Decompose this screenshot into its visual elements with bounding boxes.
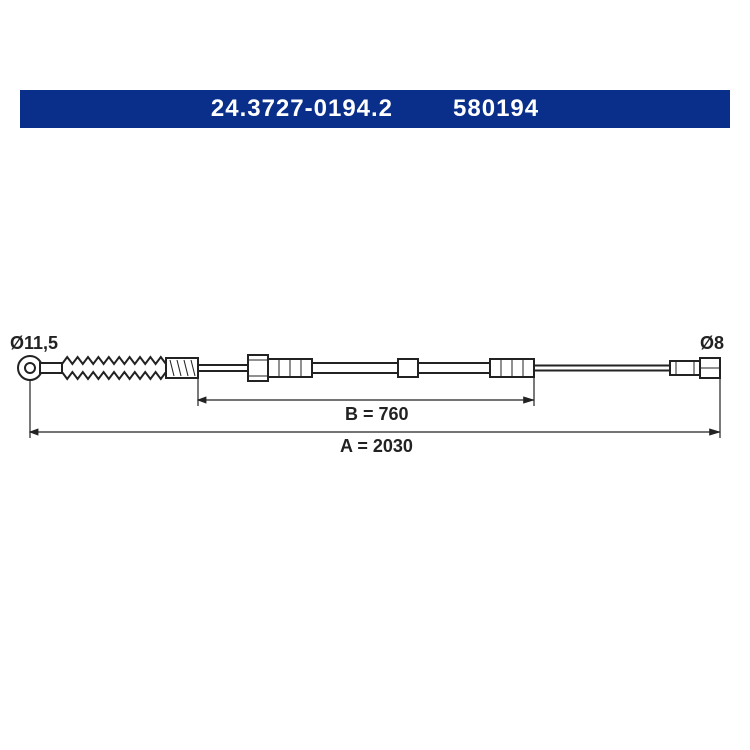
diagram-canvas: 24.3727-0194.2 580194 Ø11,5 Ø8 B = 760 A… (0, 0, 750, 750)
cable-assembly (18, 2, 750, 750)
technical-drawing (0, 0, 750, 750)
